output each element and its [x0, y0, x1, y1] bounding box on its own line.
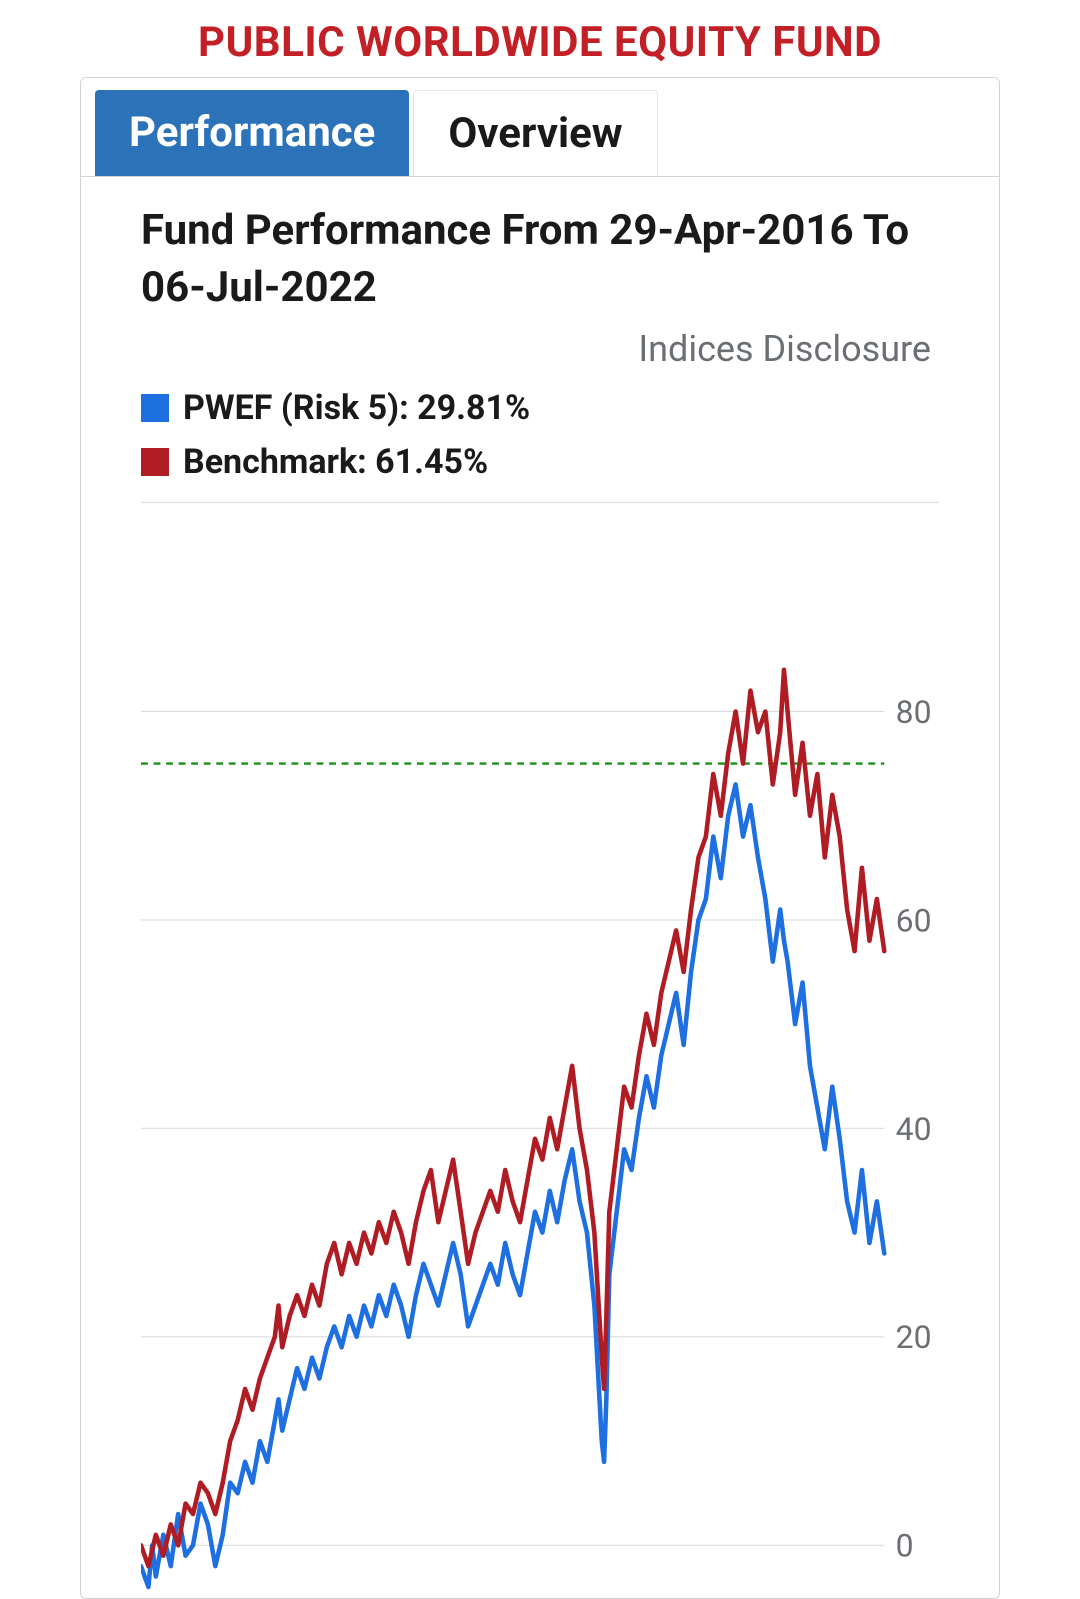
chart-area: 0 20 40 60 80	[141, 502, 939, 1597]
svg-text:0: 0	[896, 1527, 914, 1565]
tab-overview[interactable]: Overview	[413, 90, 657, 176]
chart-title: Fund Performance From 29-Apr-2016 To 06-…	[141, 203, 939, 316]
legend-item-pwef: PWEF (Risk 5): 29.81%	[141, 388, 939, 428]
page-title: PUBLIC WORLDWIDE EQUITY FUND	[0, 0, 1080, 77]
indices-disclosure-link[interactable]: Indices Disclosure	[141, 328, 939, 370]
svg-text:40: 40	[896, 1110, 932, 1148]
legend-swatch-benchmark	[141, 448, 169, 476]
legend-swatch-pwef	[141, 394, 169, 422]
legend-label-pwef: PWEF (Risk 5): 29.81%	[183, 388, 530, 428]
svg-text:80: 80	[896, 693, 932, 731]
legend-label-benchmark: Benchmark: 61.45%	[183, 442, 488, 482]
legend-item-benchmark: Benchmark: 61.45%	[141, 442, 939, 482]
fund-card: Performance Overview Fund Performance Fr…	[80, 77, 1000, 1599]
svg-text:60: 60	[896, 902, 932, 940]
tab-bar: Performance Overview	[81, 78, 999, 177]
tab-content: Fund Performance From 29-Apr-2016 To 06-…	[81, 177, 999, 1598]
chart-legend: PWEF (Risk 5): 29.81% Benchmark: 61.45%	[141, 388, 939, 482]
performance-chart: 0 20 40 60 80	[141, 503, 939, 1597]
tab-performance[interactable]: Performance	[95, 90, 409, 176]
svg-text:20: 20	[896, 1319, 932, 1357]
